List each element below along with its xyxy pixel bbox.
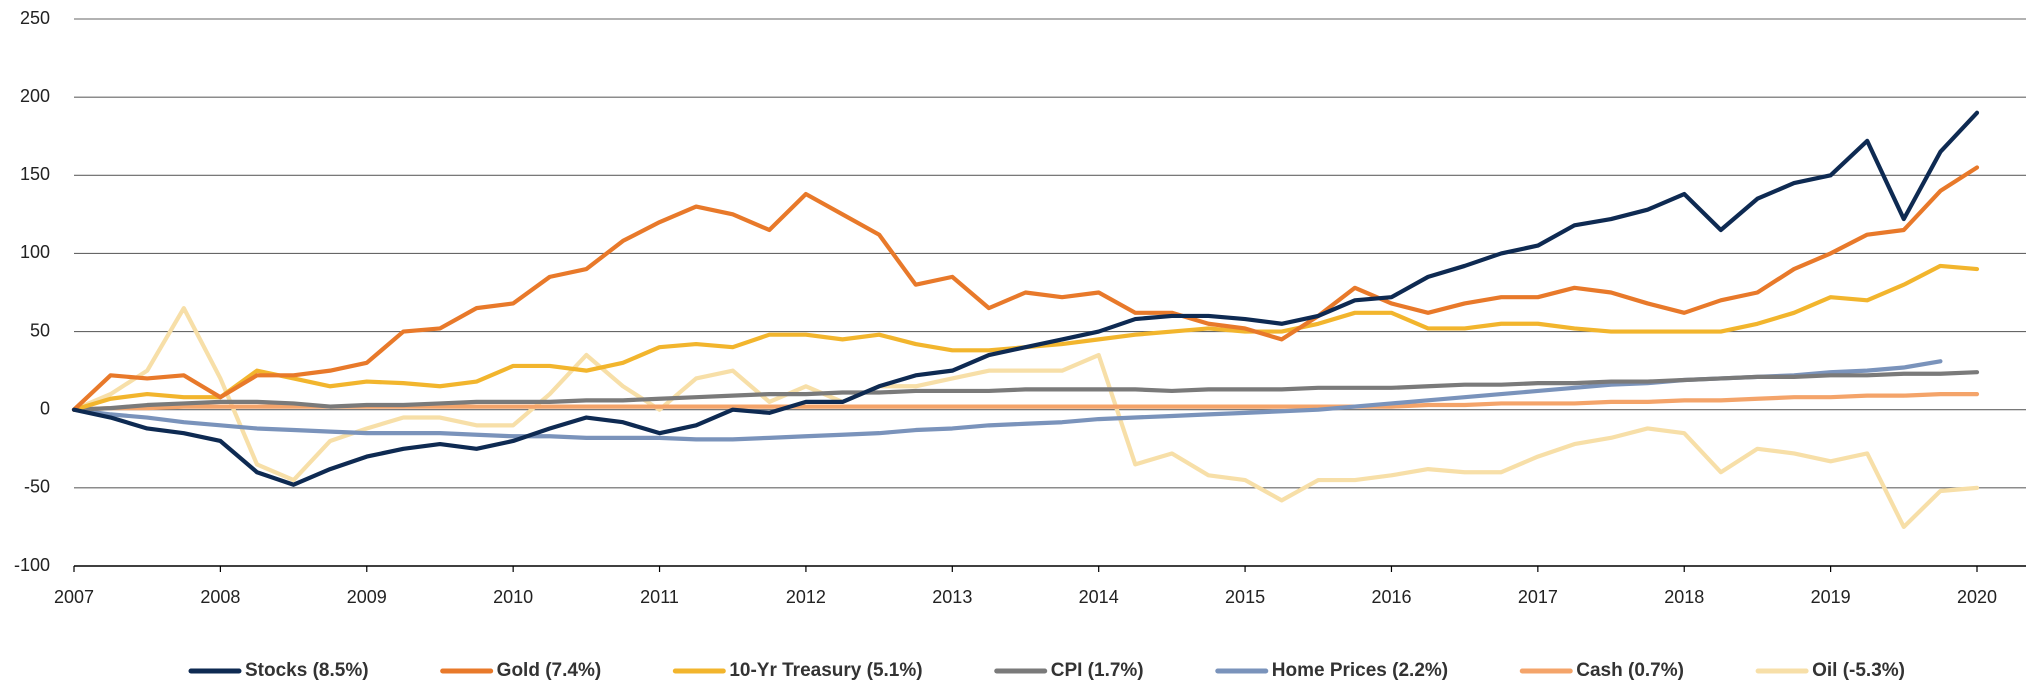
legend-label: Cash (0.7%) bbox=[1576, 660, 1684, 681]
legend-item: 10-Yr Treasury (5.1%) bbox=[672, 660, 923, 681]
series-line bbox=[71, 165, 1980, 412]
x-tick-label: 2014 bbox=[1079, 587, 1119, 607]
x-tick-label: 2009 bbox=[347, 587, 387, 607]
legend-item: Home Prices (2.2%) bbox=[1215, 660, 1448, 681]
legend-label: 10-Yr Treasury (5.1%) bbox=[729, 660, 922, 681]
x-tick-label: 2015 bbox=[1225, 587, 1265, 607]
y-tick-label: 50 bbox=[30, 320, 50, 340]
legend: Stocks (8.5%) Gold (7.4%) 10-Yr Treasury (… bbox=[188, 660, 1905, 681]
y-tick-label: -100 bbox=[14, 555, 50, 575]
series-line bbox=[71, 306, 1980, 530]
legend-label: CPI (1.7%) bbox=[1051, 660, 1144, 681]
legend-label: Oil (-5.3%) bbox=[1812, 660, 1905, 681]
series-line bbox=[71, 110, 1980, 487]
legend-label: Stocks (8.5%) bbox=[245, 660, 369, 681]
y-tick-label: 200 bbox=[20, 86, 50, 106]
y-tick-label: 0 bbox=[40, 398, 50, 418]
legend-item: Stocks (8.5%) bbox=[188, 660, 369, 681]
legend-label: Gold (7.4%) bbox=[497, 660, 602, 681]
x-tick-label: 2008 bbox=[200, 587, 240, 607]
x-tick-label: 2018 bbox=[1664, 587, 1704, 607]
x-tick-label: 2013 bbox=[932, 587, 972, 607]
y-tick-label: 100 bbox=[20, 242, 50, 262]
legend-label: Home Prices (2.2%) bbox=[1272, 660, 1448, 681]
x-tick-label: 2017 bbox=[1518, 587, 1558, 607]
legend-item: Cash (0.7%) bbox=[1519, 660, 1684, 681]
x-tick-label: 2010 bbox=[493, 587, 533, 607]
y-tick-label: 150 bbox=[20, 164, 50, 184]
series-line bbox=[71, 359, 1943, 442]
y-tick-label: -50 bbox=[24, 477, 50, 497]
x-tick-label: 2007 bbox=[54, 587, 94, 607]
y-tick-label: 250 bbox=[20, 8, 50, 28]
legend-item: CPI (1.7%) bbox=[994, 660, 1144, 681]
legend-item: Gold (7.4%) bbox=[440, 660, 602, 681]
series-line bbox=[71, 370, 1980, 412]
x-tick-label: 2012 bbox=[786, 587, 826, 607]
x-tick-label: 2011 bbox=[640, 587, 679, 607]
x-tick-label: 2016 bbox=[1371, 587, 1411, 607]
x-tick-label: 2020 bbox=[1957, 587, 1997, 607]
x-tick-label: 2019 bbox=[1811, 587, 1851, 607]
legend-item: Oil (-5.3%) bbox=[1755, 660, 1905, 681]
